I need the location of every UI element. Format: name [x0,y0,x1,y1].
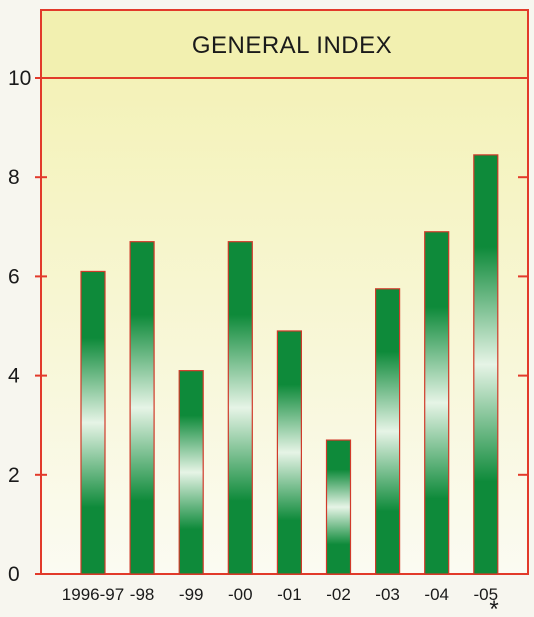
x-tick-label: -98 [130,585,155,604]
x-tick-label: -01 [277,585,302,604]
x-axis: 1996-97 -98 -99 -00 -01 -02 -03 -04 -05 [62,585,498,604]
title-band [41,10,528,78]
bar [325,439,352,575]
bar [129,241,155,575]
y-tick-label: 8 [8,166,20,189]
y-tick-label: 6 [8,265,20,288]
x-tick-label: -02 [326,585,351,604]
bar [375,288,401,575]
bar [80,270,106,575]
bars [80,154,499,575]
footnote-marker: * [489,596,498,617]
x-tick-label: -03 [375,585,400,604]
y-tick-label: 2 [8,464,20,487]
y-axis: 0 2 4 6 8 10 [8,67,528,586]
y-tick-label: 10 [8,67,31,90]
x-tick-label: -05 [474,585,499,604]
bar [178,370,204,575]
y-tick-label: 4 [8,365,20,388]
x-tick-label: -04 [424,585,449,604]
x-tick-label: 1996-97 [62,585,124,604]
x-tick-label: -00 [228,585,253,604]
chart-title: GENERAL INDEX [192,32,392,59]
y-tick-label: 0 [8,563,20,586]
bar [473,154,499,575]
x-tick-label: -99 [179,585,204,604]
bar [227,241,253,575]
bar [276,330,302,575]
bar [424,231,450,575]
